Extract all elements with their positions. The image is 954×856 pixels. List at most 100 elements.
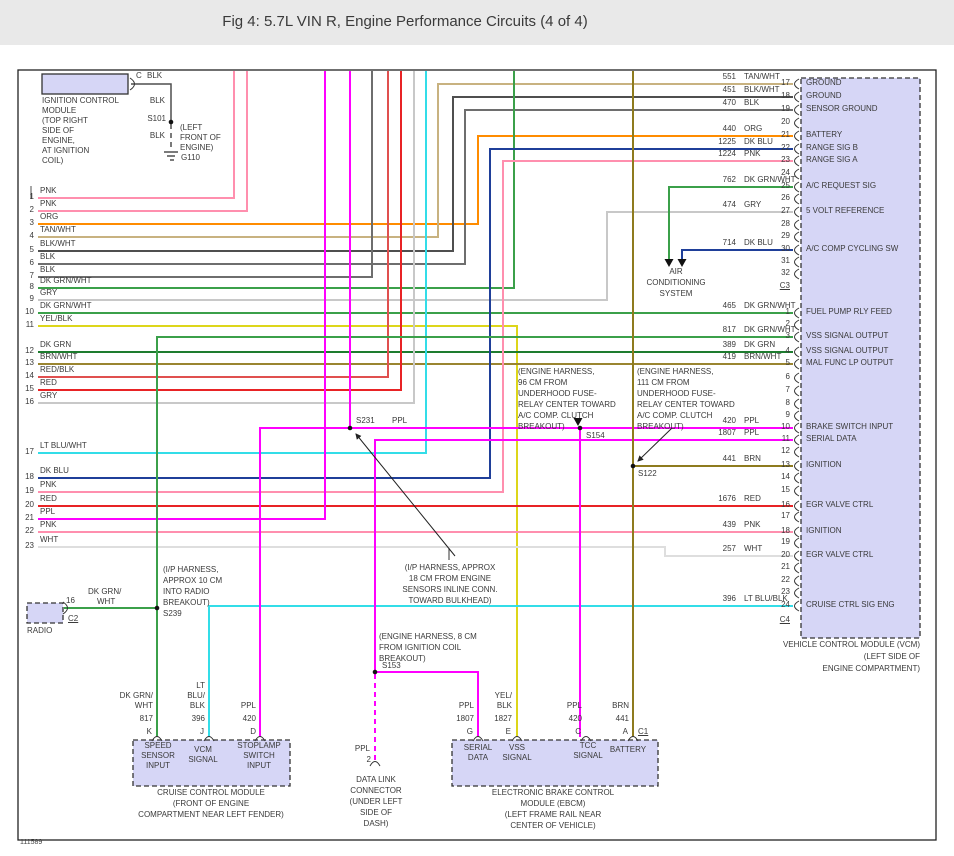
vcm-wire-color: BLK xyxy=(744,98,760,107)
pin-bracket xyxy=(794,562,800,574)
vcm-pin-label: RANGE SIG B xyxy=(806,143,859,152)
icm-pin-c: C xyxy=(136,71,142,80)
vcm-wire-number: 440 xyxy=(722,124,736,133)
splice-s231 xyxy=(347,425,353,431)
pin-bracket xyxy=(794,219,800,231)
vcm-pin-number: 23 xyxy=(781,155,790,164)
pin-bracket xyxy=(794,104,800,116)
vcm-pin-number: 22 xyxy=(781,575,790,584)
cruise-d-wire-label: PPL xyxy=(240,701,256,710)
left-pin-color-label: RED/BLK xyxy=(40,365,75,374)
vcm-pin-number: 18 xyxy=(781,91,790,100)
pin-bracket xyxy=(472,736,484,742)
vcm-pin-label: A/C COMP CYCLING SW xyxy=(806,244,899,253)
pin-bracket xyxy=(151,736,163,742)
dlc-wire-label: PPL xyxy=(354,744,370,753)
wire-wht-257 xyxy=(38,546,793,557)
left-pin-number: 23 xyxy=(25,541,34,550)
radio-pin-16: 16 xyxy=(66,596,75,605)
diagram-label: 396 xyxy=(191,714,205,723)
ac-arrow-blue xyxy=(677,259,687,267)
left-pin-color-label: TAN/WHT xyxy=(40,225,76,234)
vcm-connector-c3: C3 xyxy=(779,281,790,290)
radio-connector-c2: C2 xyxy=(68,614,79,623)
diagram-label: 420 xyxy=(242,714,256,723)
vcm-wire-number: 419 xyxy=(722,352,736,361)
vcm-wire-color: TAN/WHT xyxy=(744,72,780,81)
vcm-pin-number: 9 xyxy=(785,410,790,419)
wire-blk-470 xyxy=(38,109,793,265)
vcm-pin-number: 10 xyxy=(781,422,790,431)
diagram-label: SENSORS INLINE CONN. xyxy=(402,585,498,594)
pin-bracket xyxy=(794,587,800,599)
pin-bracket xyxy=(794,181,800,193)
splice-s122-label: S122 xyxy=(638,469,657,478)
left-pin-color-label: RED xyxy=(40,494,57,503)
note-engine-harness-111cm: (ENGINE HARNESS, xyxy=(637,367,714,376)
pin-bracket xyxy=(62,601,68,615)
diagram-label: SWITCH xyxy=(243,751,275,760)
pin-bracket xyxy=(794,372,800,384)
vcm-wire-number: 474 xyxy=(722,200,736,209)
diagram-label: SIDE OF xyxy=(42,126,75,135)
cruise-pin-j: J xyxy=(200,727,204,736)
vcm-pin-number: 16 xyxy=(781,500,790,509)
cruise-pin-k: K xyxy=(146,727,152,736)
ac-system-label: AIR xyxy=(669,267,683,276)
diagram-label: 111 CM FROM xyxy=(637,378,690,387)
wire-org-440 xyxy=(38,135,793,225)
wire-dkgrnwht-762 xyxy=(668,186,793,259)
left-pin-number: 2 xyxy=(29,205,34,214)
diagram-label: RELAY CENTER TOWARD xyxy=(637,400,735,409)
note-s231-arrow xyxy=(355,433,456,557)
vcm-wire-number: 817 xyxy=(722,325,736,334)
wire-pnk-pin1 xyxy=(38,71,235,199)
left-pin-color-label: YEL/BLK xyxy=(40,314,73,323)
diagram-label: UNDERHOOD FUSE- xyxy=(518,389,597,398)
pin-bracket xyxy=(794,537,800,549)
diagram-label: BLK xyxy=(189,701,205,710)
vcm-wire-color: DK BLU xyxy=(744,137,773,146)
vcm-wire-color: BRN/WHT xyxy=(744,352,782,361)
diagram-label: BLK xyxy=(149,131,165,140)
splice-s231-label: S231 xyxy=(356,416,375,425)
diagram-label: BLK xyxy=(147,71,163,80)
cruise-module-caption: CRUISE CONTROL MODULE xyxy=(157,788,265,797)
vcm-pin-number: 14 xyxy=(781,472,790,481)
pin-bracket xyxy=(794,500,800,512)
ebcm-g-wire-label: PPL xyxy=(458,701,474,710)
vcm-pin-number: 25 xyxy=(781,181,790,190)
vcm-connector-c4: C4 xyxy=(779,615,790,624)
vcm-caption: (LEFT SIDE OF xyxy=(863,652,920,661)
vcm-pin-label: 5 VOLT REFERENCE xyxy=(806,206,885,215)
left-pin-color-label: BLK/WHT xyxy=(40,239,76,248)
splice-s154-label: S154 xyxy=(586,431,605,440)
splice-s239-label: S239 xyxy=(163,609,182,618)
diagram-label: DATA xyxy=(467,753,489,762)
wire-pnk-1224 xyxy=(38,160,793,493)
vcm-wire-number: 441 xyxy=(722,454,736,463)
left-pin-number: 12 xyxy=(25,346,34,355)
vcm-pin-number: 11 xyxy=(781,434,790,443)
left-pin-color-label: DK GRN/WHT xyxy=(40,301,92,310)
vcm-pin-number: 24 xyxy=(781,600,790,609)
vcm-pin-number: 18 xyxy=(781,526,790,535)
vcm-wire-number: 1225 xyxy=(718,137,736,146)
pin-bracket xyxy=(794,307,800,319)
diagram-label: SIDE OF xyxy=(359,808,393,817)
pin-bracket xyxy=(794,117,800,129)
left-pin-number: 1 xyxy=(29,192,34,201)
diagram-border xyxy=(17,69,937,841)
vcm-pin-number: 20 xyxy=(781,117,790,126)
left-pin-color-label: PNK xyxy=(40,480,57,489)
wire-dkblu-714 xyxy=(681,249,793,259)
diagram-label: RELAY CENTER TOWARD xyxy=(518,400,616,409)
vcm-wire-number: 396 xyxy=(722,594,736,603)
pin-bracket xyxy=(794,346,800,358)
wire-yelblk-1827 xyxy=(38,325,518,737)
left-pin-color-label: LT BLU/WHT xyxy=(40,441,87,450)
wire-gry-474 xyxy=(38,211,793,301)
vcm-pin-label: A/C REQUEST SIG xyxy=(806,181,877,190)
left-pin-number: 9 xyxy=(29,294,34,303)
